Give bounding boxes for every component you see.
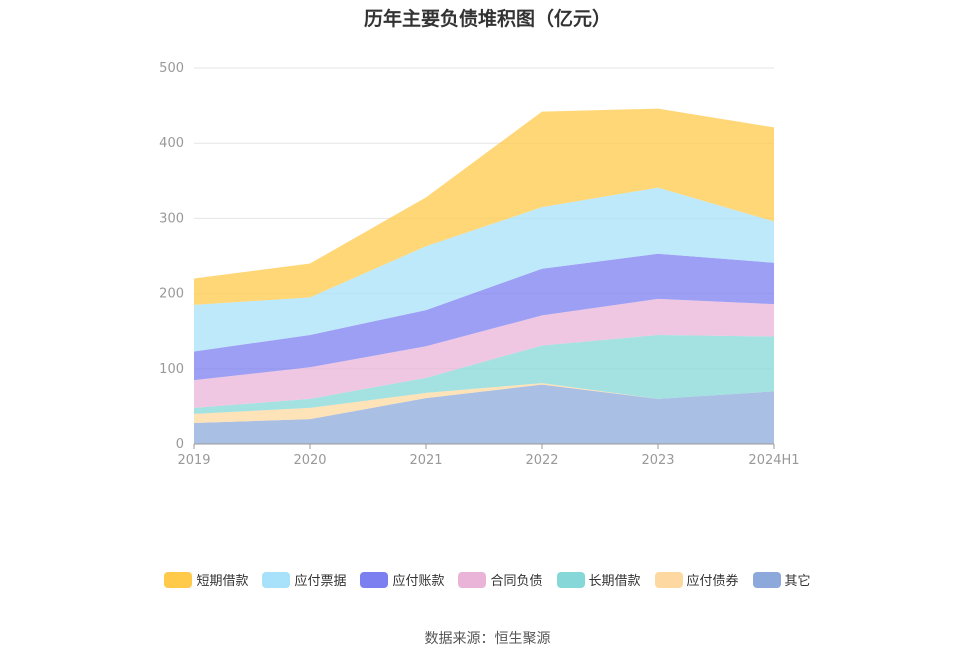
area-应付票据 [194,187,774,352]
legend-label: 应付票据 [294,574,347,589]
x-tick-label: 2019 [177,453,210,468]
area-应付账款 [194,253,774,381]
legend-swatch [556,571,585,588]
legend-label: 合同负债 [490,574,543,589]
legend-swatch [360,571,389,588]
legend: 短期借款 应付票据 应付账款 合同负债 长期借款 应付债券 其它 [0,570,975,589]
y-tick-label: 100 [159,362,184,377]
legend-swatch [654,571,683,588]
y-tick-label: 200 [159,287,184,302]
legend-item[interactable]: 应付票据 [262,570,346,589]
legend-swatch [752,571,781,588]
stacked-area-chart: 0 100 200 300 400 500 2019 2020 2021 2022 2023 2024… [159,61,799,468]
legend-label: 短期借款 [196,574,249,589]
y-tick-label: 500 [159,61,184,76]
area-其它 [194,384,774,444]
legend-label: 长期借款 [588,574,641,589]
area-应付债券 [194,383,774,423]
x-tick-label: 2020 [293,453,326,468]
x-tick-label: 2021 [409,453,442,468]
legend-label: 应付账款 [392,574,445,589]
legend-item[interactable]: 其它 [752,570,811,589]
y-tick-label: 400 [159,136,184,151]
legend-item[interactable]: 应付债券 [654,570,739,589]
x-tick-label: 2022 [525,453,558,468]
legend-label: 其它 [784,574,811,589]
legend-item[interactable]: 长期借款 [556,570,641,589]
x-tick-label: 2024H1 [748,453,799,468]
x-tick-label: 2023 [641,453,674,468]
chart-title: 历年主要负债堆积图（亿元） [363,8,611,30]
area-长期借款 [194,334,774,414]
axes: 0 100 200 300 400 500 2019 2020 2021 2022 2023 2024… [159,61,799,468]
area-合同负债 [194,298,774,408]
area-series [194,108,774,444]
legend-swatch [458,571,487,588]
y-tick-label: 300 [159,211,184,226]
legend-item[interactable]: 合同负债 [458,570,543,589]
legend-item[interactable]: 应付账款 [360,570,444,589]
legend-swatch [164,571,193,588]
legend-swatch [262,571,291,588]
y-tick-label: 0 [176,437,184,452]
legend-label: 应付债券 [686,574,739,589]
source-text: 数据来源：恒生聚源 [424,631,551,647]
legend-item[interactable]: 短期借款 [164,570,248,589]
area-短期借款 [194,108,774,305]
